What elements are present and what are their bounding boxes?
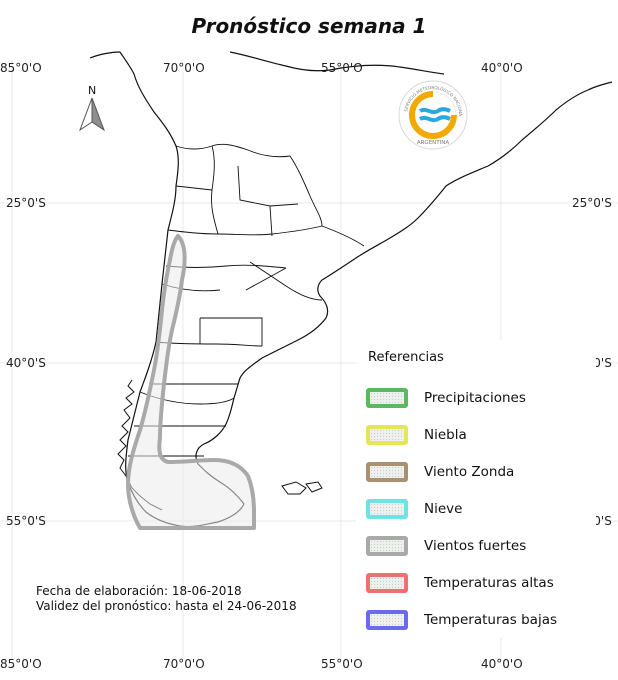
legend-item: Precipitaciones	[356, 379, 596, 416]
malvinas-islands	[281, 481, 323, 495]
legend-item: Niebla	[356, 416, 596, 453]
vientos-fuertes-area	[126, 234, 256, 530]
legend-label: Viento Zonda	[424, 463, 515, 480]
lon-label-bottom-70: 70°0'O	[163, 657, 205, 671]
lon-label-bottom-40: 40°0'O	[481, 657, 523, 671]
legend-label: Nieve	[424, 500, 463, 517]
lat-label-left-55: 55°0'S	[6, 514, 46, 528]
legend-item: Nieve	[356, 490, 596, 527]
legend-item: Vientos fuertes	[356, 527, 596, 564]
lat-label-left-25: 25°0'S	[6, 196, 46, 210]
legend-swatch	[366, 609, 408, 630]
lat-label-left-40: 40°0'S	[6, 356, 46, 370]
legend-label: Niebla	[424, 426, 467, 443]
smn-logo: SERVICIO METEOROLÓGICO NACIONAL ARGENTIN…	[396, 78, 468, 150]
legend-swatch	[366, 572, 408, 593]
lat-label-right-25: 25°0'S	[572, 196, 612, 210]
map-title: Pronóstico semana 1	[191, 14, 427, 38]
legend-item: Temperaturas altas	[356, 564, 596, 601]
legend-swatch	[366, 424, 408, 445]
north-label: N	[88, 84, 96, 97]
legend-swatch	[366, 535, 408, 556]
legend-swatch	[366, 461, 408, 482]
legend-label: Vientos fuertes	[424, 537, 527, 554]
legend: Referencias Precipitaciones Niebla Viento …	[356, 340, 596, 638]
lon-label-top-85: 85°0'O	[0, 61, 42, 75]
legend-swatch	[366, 498, 408, 519]
lon-label-bottom-85: 85°0'O	[0, 657, 42, 671]
legend-label: Precipitaciones	[424, 389, 526, 406]
logo-country: ARGENTINA	[417, 140, 450, 146]
elaboration-date: Fecha de elaboración: 18-06-2018	[36, 584, 242, 598]
legend-item: Viento Zonda	[356, 453, 596, 490]
north-arrow: N	[78, 84, 106, 132]
legend-title: Referencias	[368, 350, 444, 365]
lon-label-top-40: 40°0'O	[481, 61, 523, 75]
legend-label: Temperaturas bajas	[424, 611, 558, 628]
legend-item: Temperaturas bajas	[356, 601, 596, 638]
lon-label-top-70: 70°0'O	[163, 61, 205, 75]
legend-swatch	[366, 387, 408, 408]
legend-label: Temperaturas altas	[424, 574, 554, 591]
northern-coastline	[89, 51, 445, 75]
lon-label-top-55: 55°0'O	[321, 61, 363, 75]
footer: Fecha de elaboración: 18-06-2018 Validez…	[36, 584, 297, 614]
validity-date: Validez del pronóstico: hasta el 24-06-2…	[36, 599, 297, 613]
lon-label-bottom-55: 55°0'O	[321, 657, 363, 671]
